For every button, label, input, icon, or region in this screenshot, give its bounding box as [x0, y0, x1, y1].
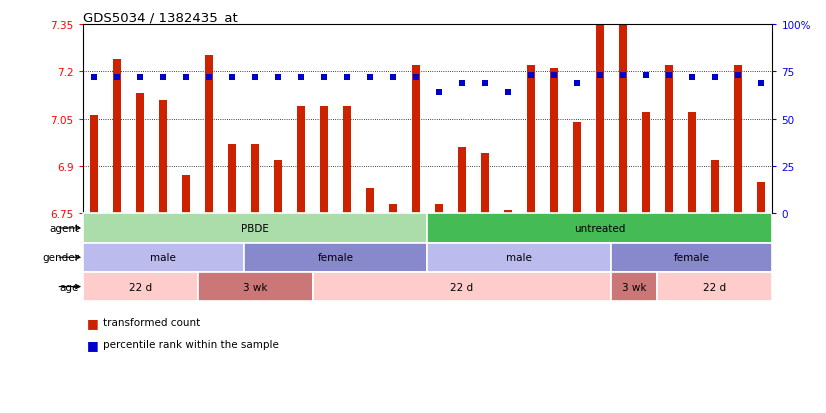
Point [340, 74, 354, 81]
Point [156, 74, 169, 81]
Text: transformed count: transformed count [103, 317, 201, 327]
Point [708, 74, 721, 81]
Point [548, 73, 561, 79]
Point [134, 74, 147, 81]
Bar [596, 25, 604, 214]
Bar [665, 66, 673, 214]
Text: percentile rank within the sample: percentile rank within the sample [103, 339, 279, 349]
Point [410, 74, 423, 81]
Bar [366, 189, 374, 214]
Text: agent: agent [49, 223, 79, 233]
Text: GDS5034 / 1382435_at: GDS5034 / 1382435_at [83, 11, 237, 24]
Text: 22 d: 22 d [129, 282, 152, 292]
Text: female: female [674, 253, 710, 263]
Bar [159, 100, 167, 214]
Bar [657, 272, 772, 301]
Bar [412, 66, 420, 214]
Bar [297, 107, 305, 214]
Bar [711, 160, 719, 214]
Text: male: male [150, 253, 176, 263]
Text: untreated: untreated [574, 223, 625, 233]
Bar [389, 204, 397, 214]
Point [249, 74, 262, 81]
Point [317, 74, 330, 81]
Bar [113, 59, 121, 214]
Point [111, 74, 124, 81]
Point [432, 90, 445, 96]
Text: ■: ■ [87, 316, 98, 329]
Text: 22 d: 22 d [450, 282, 473, 292]
Bar [197, 272, 312, 301]
Bar [757, 182, 765, 214]
Bar [182, 176, 190, 214]
Bar [428, 243, 611, 272]
Point [662, 73, 676, 79]
Point [731, 73, 744, 79]
Point [88, 74, 101, 81]
Bar [83, 214, 428, 243]
Point [639, 73, 653, 79]
Bar [504, 211, 512, 214]
Point [686, 74, 699, 81]
Point [363, 74, 377, 81]
Text: 3 wk: 3 wk [622, 282, 647, 292]
Point [387, 74, 400, 81]
Point [202, 74, 216, 81]
Text: ■: ■ [87, 339, 98, 351]
Bar [611, 272, 657, 301]
Bar [435, 204, 443, 214]
Bar [619, 25, 627, 214]
Text: 22 d: 22 d [703, 282, 726, 292]
Point [478, 80, 491, 87]
Text: age: age [59, 282, 79, 292]
Bar [527, 66, 535, 214]
Bar [458, 147, 466, 214]
Point [525, 73, 538, 79]
Bar [688, 113, 695, 214]
Bar [251, 145, 259, 214]
Text: gender: gender [42, 253, 79, 263]
Point [272, 74, 285, 81]
Bar [136, 94, 144, 214]
Bar [244, 243, 428, 272]
Bar [642, 113, 650, 214]
Bar [228, 145, 236, 214]
Point [616, 73, 629, 79]
Text: PBDE: PBDE [241, 223, 269, 233]
Point [501, 90, 515, 96]
Bar [205, 56, 213, 214]
Text: 3 wk: 3 wk [243, 282, 268, 292]
Bar [611, 243, 772, 272]
Point [754, 80, 767, 87]
Bar [274, 160, 282, 214]
Bar [428, 214, 772, 243]
Bar [312, 272, 611, 301]
Bar [733, 66, 742, 214]
Bar [320, 107, 328, 214]
Point [294, 74, 307, 81]
Bar [550, 69, 558, 214]
Point [455, 80, 468, 87]
Bar [90, 116, 98, 214]
Point [593, 73, 606, 79]
Bar [343, 107, 351, 214]
Bar [83, 272, 197, 301]
Text: female: female [317, 253, 354, 263]
Text: male: male [506, 253, 532, 263]
Bar [83, 243, 244, 272]
Bar [481, 154, 489, 214]
Point [179, 74, 192, 81]
Point [570, 80, 583, 87]
Bar [573, 122, 581, 214]
Point [225, 74, 239, 81]
